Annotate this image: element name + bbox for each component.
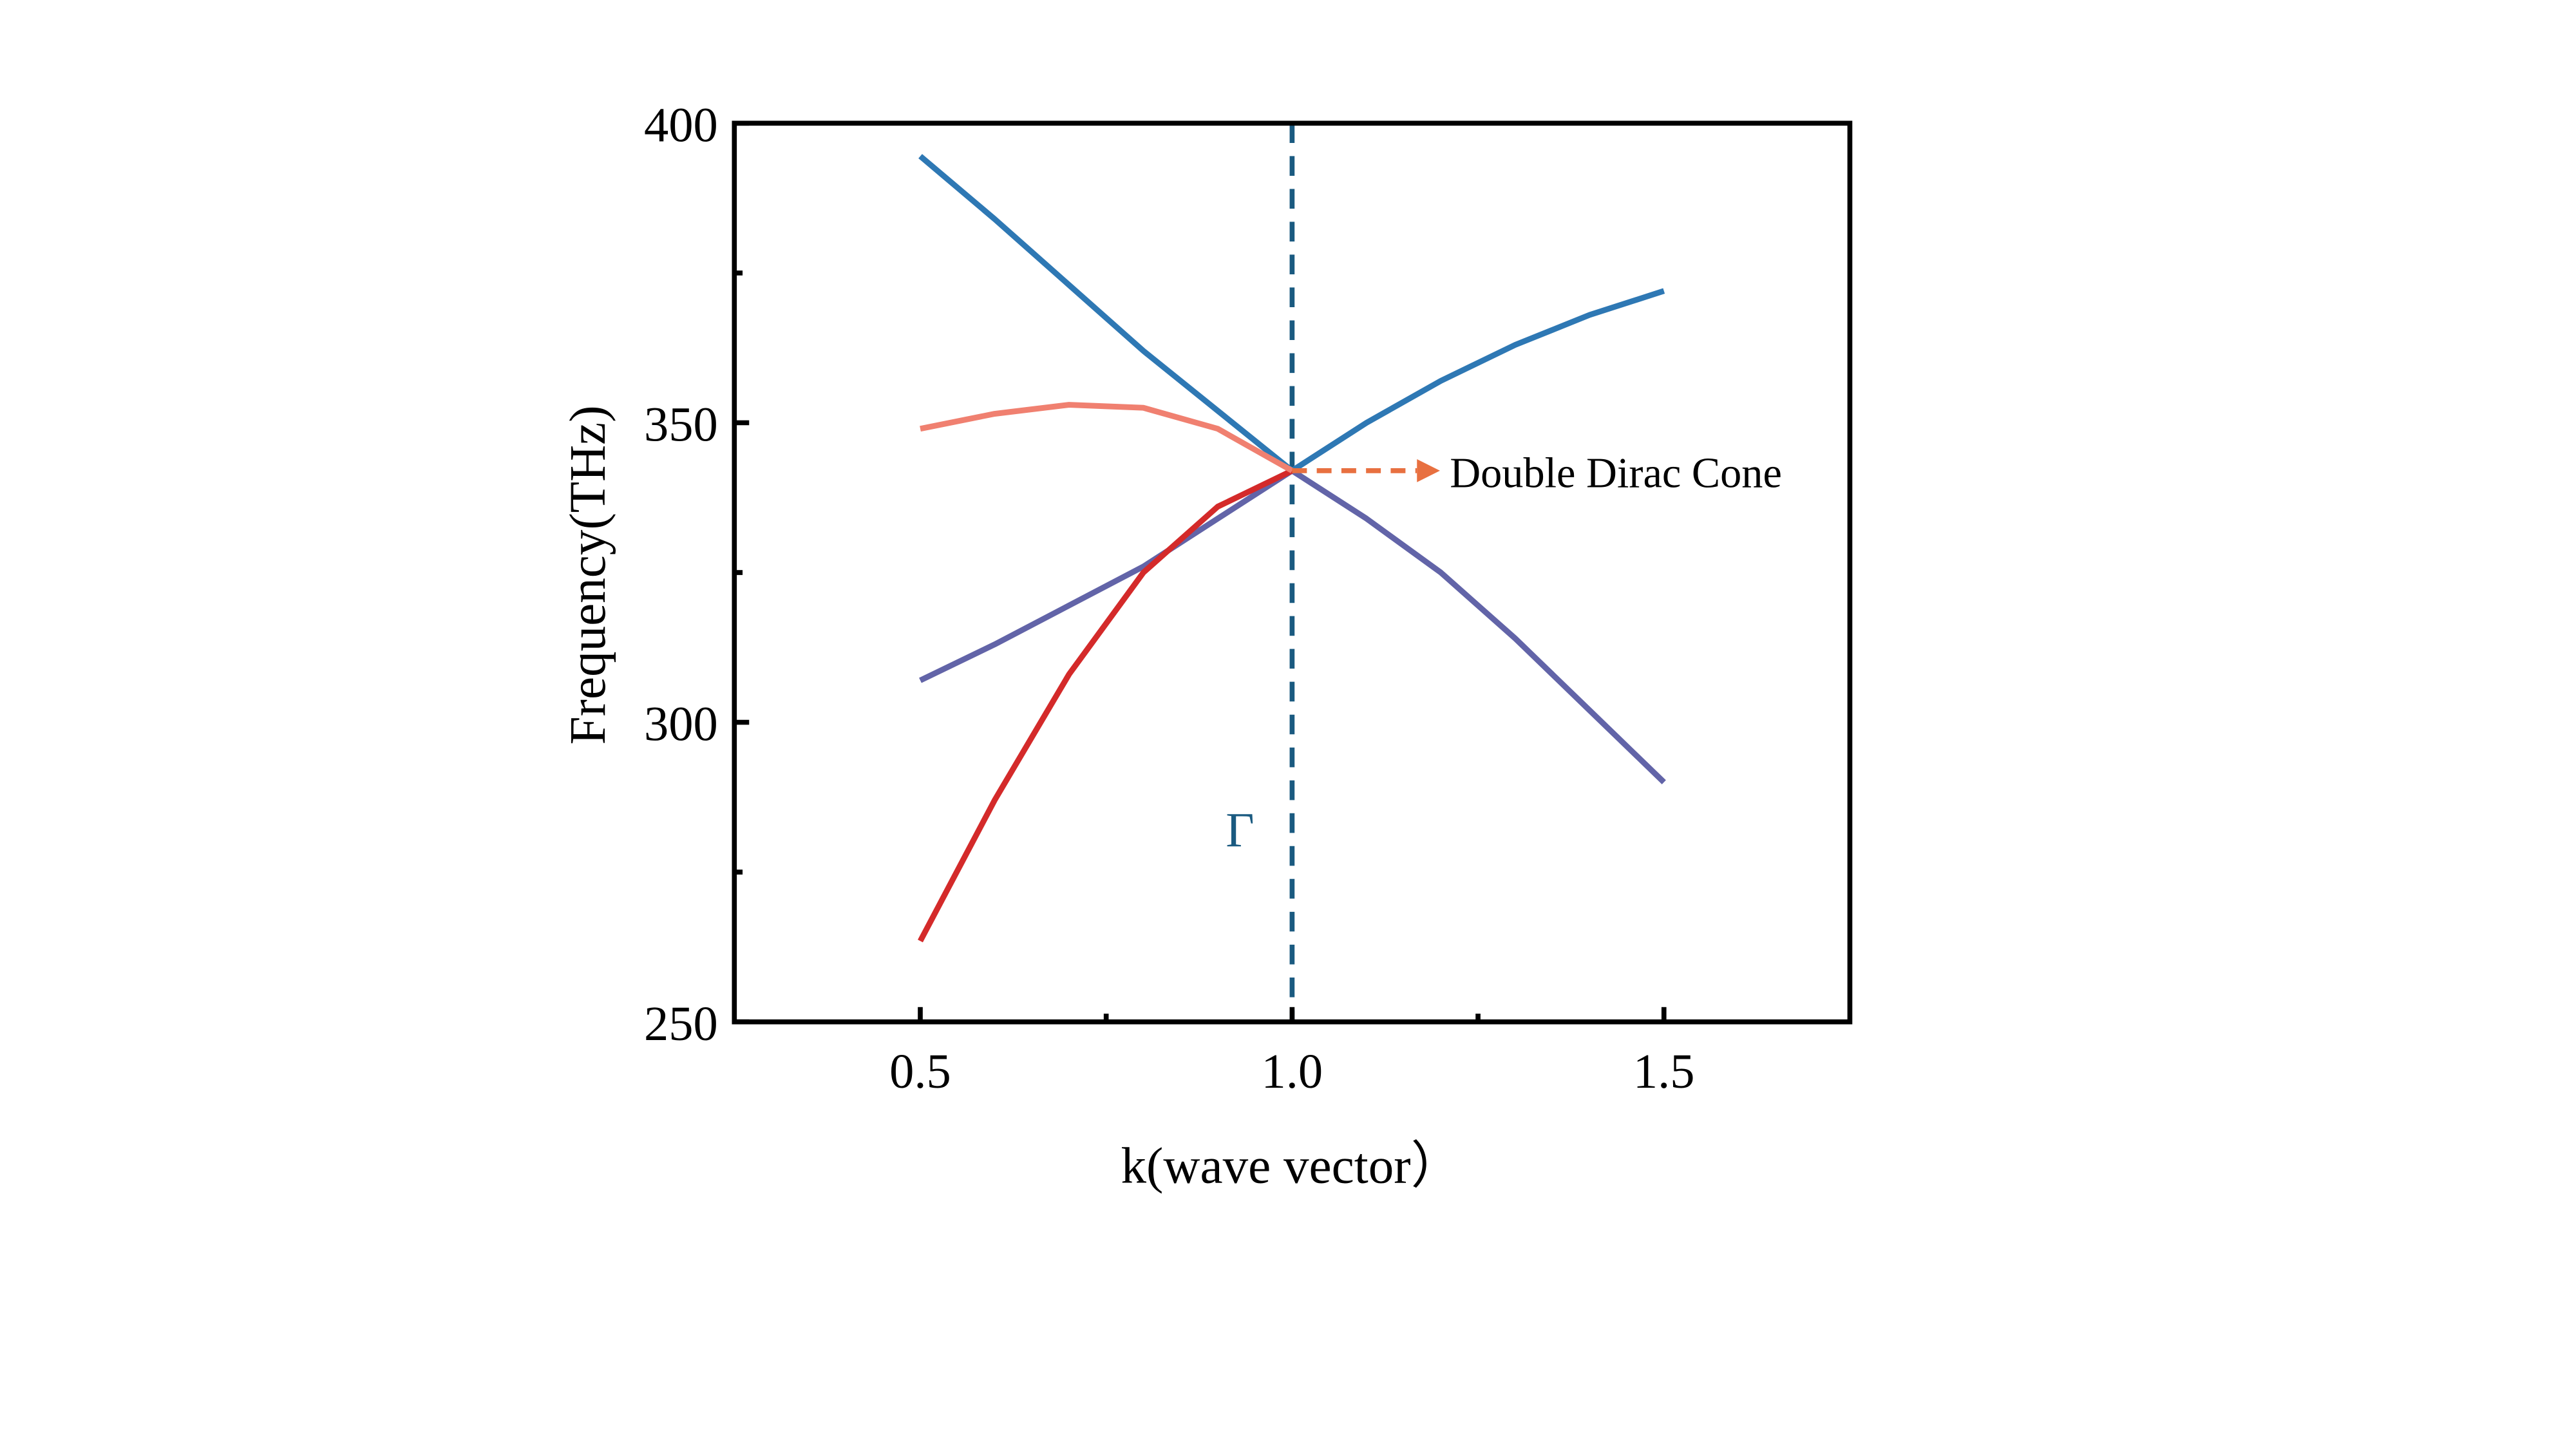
series-line <box>918 468 1294 943</box>
gamma-label: Γ <box>1226 803 1254 858</box>
y-axis-label: Frequency(THz) <box>560 405 616 744</box>
x-tick-label: 1.0 <box>1262 1044 1323 1099</box>
x-tick-label: 0.5 <box>889 1044 951 1099</box>
dirac-label: Double Dirac Cone <box>1450 450 1782 497</box>
series-line <box>920 402 1294 473</box>
y-tick-label: 300 <box>644 697 718 752</box>
y-tick-label: 400 <box>644 97 718 152</box>
x-tick-label: 1.5 <box>1633 1044 1695 1099</box>
y-tick-label: 250 <box>644 996 718 1051</box>
arrow-head <box>1417 459 1440 482</box>
y-tick-label: 350 <box>644 397 718 452</box>
x-axis-label: k(wave vector） <box>1121 1139 1462 1195</box>
